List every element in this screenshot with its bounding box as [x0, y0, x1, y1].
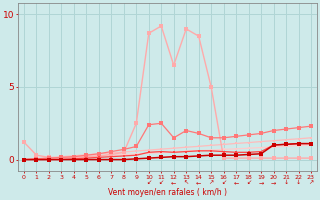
X-axis label: Vent moyen/en rafales ( km/h ): Vent moyen/en rafales ( km/h ) — [108, 188, 227, 197]
